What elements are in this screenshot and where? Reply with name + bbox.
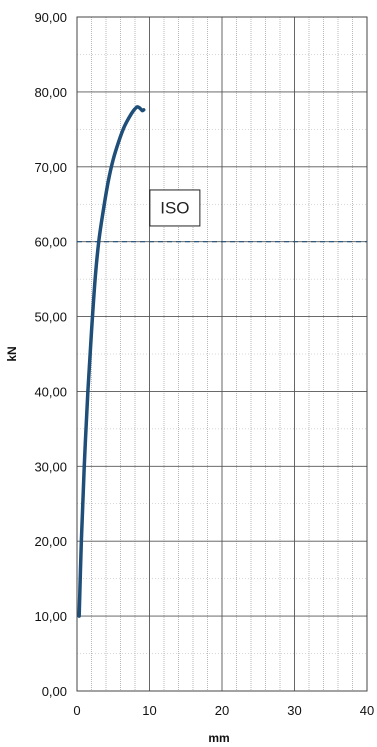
x-tick-label: 30 <box>287 703 301 718</box>
y-tick-label: 80,00 <box>34 85 67 100</box>
y-tick-label: 90,00 <box>34 10 67 25</box>
y-tick-label: 60,00 <box>34 235 67 250</box>
iso-annotation-text: ISO <box>160 198 189 217</box>
iso-annotation: ISO <box>149 189 201 227</box>
x-axis-title: mm <box>208 731 229 745</box>
y-tick-label: 10,00 <box>34 609 67 624</box>
y-axis-title: kN <box>5 346 19 361</box>
y-tick-label: 30,00 <box>34 459 67 474</box>
y-tick-label: 20,00 <box>34 534 67 549</box>
series-line <box>77 105 146 618</box>
y-tick-label: 50,00 <box>34 310 67 325</box>
iso-annotation-box <box>149 189 201 227</box>
x-tick-labels: 0 10 20 30 40 <box>73 703 374 718</box>
y-tick-label: 70,00 <box>34 160 67 175</box>
x-tick-label: 40 <box>360 703 374 718</box>
y-tick-label: 0,00 <box>42 684 67 699</box>
plot-frame <box>76 16 368 692</box>
y-tick-label: 40,00 <box>34 384 67 399</box>
x-tick-label: 20 <box>215 703 229 718</box>
x-tick-label: 0 <box>73 703 80 718</box>
x-tick-label: 10 <box>142 703 156 718</box>
y-tick-labels: 0,00 10,00 20,00 30,00 40,00 50,00 60,00 70,00 8… <box>34 10 67 699</box>
